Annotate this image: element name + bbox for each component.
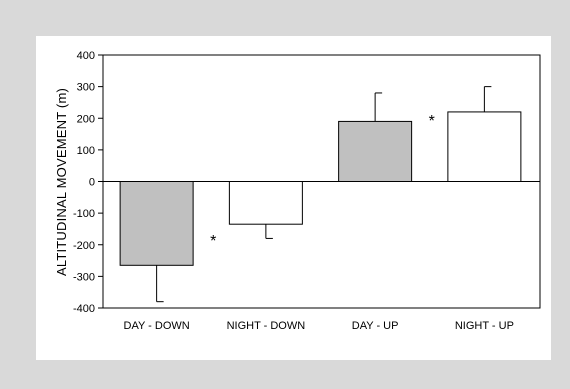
y-tick-label: 100 — [77, 145, 95, 157]
x-category-label: NIGHT - DOWN — [227, 320, 306, 332]
y-tick-label: 0 — [89, 177, 95, 189]
significance-marker: * — [210, 233, 216, 250]
x-category-label: NIGHT - UP — [455, 320, 514, 332]
y-tick-label: 300 — [77, 82, 95, 94]
significance-marker: * — [429, 113, 435, 130]
x-category-label: DAY - DOWN — [124, 320, 190, 332]
y-tick-label: 200 — [77, 113, 95, 125]
bar — [119, 181, 194, 266]
y-axis-label: ALTITUDINAL MOVEMENT (m) — [54, 88, 69, 276]
y-tick-label: -100 — [73, 208, 95, 220]
bar — [447, 111, 522, 182]
y-tick-label: -300 — [73, 271, 95, 283]
plot-area: -400 -300 -200 -100 0 100 200 300 400 DAY - DOWN N… — [73, 50, 541, 332]
y-tick-label: -200 — [73, 240, 95, 252]
x-category-label: DAY - UP — [352, 320, 399, 332]
bar — [338, 120, 413, 182]
bar — [228, 181, 303, 225]
y-tick-label: -400 — [73, 303, 95, 315]
y-tick-label: 400 — [77, 50, 95, 62]
